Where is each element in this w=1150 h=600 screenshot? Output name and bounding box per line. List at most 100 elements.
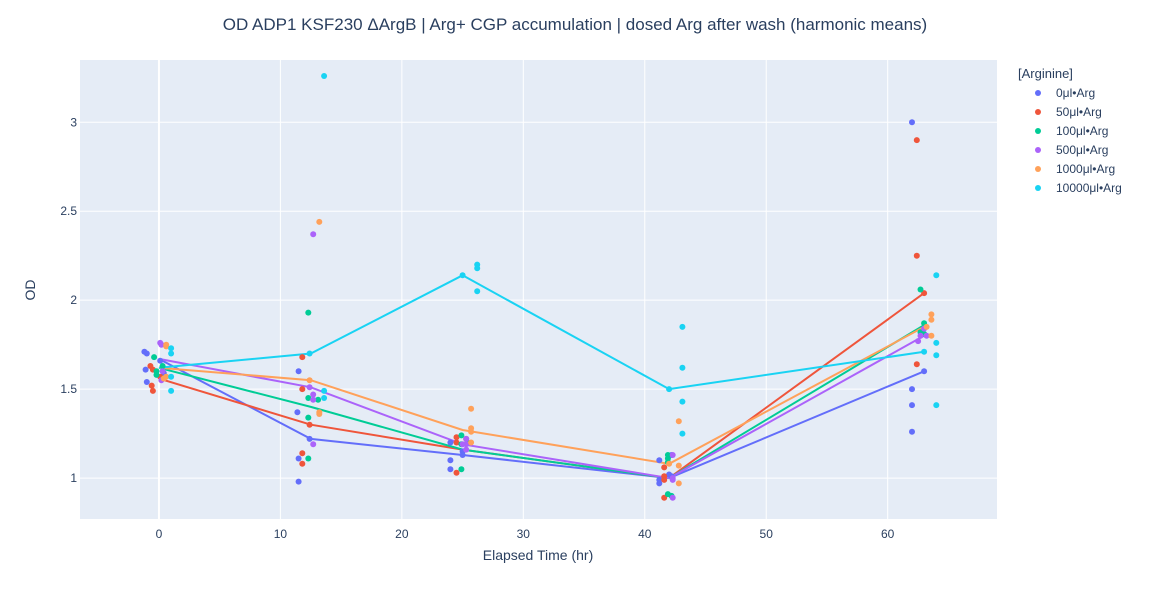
- data-point: [666, 460, 673, 467]
- data-point: [168, 350, 175, 357]
- data-point: [168, 373, 175, 380]
- data-point: [447, 439, 454, 446]
- data-point: [921, 348, 928, 355]
- data-point: [928, 311, 935, 318]
- data-point: [661, 464, 668, 471]
- data-point: [148, 382, 155, 389]
- x-tick-label: 0: [156, 527, 163, 541]
- data-point: [158, 341, 165, 348]
- legend-marker: [1035, 109, 1041, 115]
- data-point: [143, 379, 150, 385]
- data-point: [295, 478, 302, 485]
- x-axis-title: Elapsed Time (hr): [483, 547, 593, 563]
- data-point: [661, 494, 668, 501]
- data-point: [669, 476, 676, 483]
- data-point: [321, 395, 328, 401]
- data-point: [459, 452, 466, 458]
- data-point: [661, 476, 668, 483]
- data-point: [675, 462, 682, 469]
- data-point: [917, 332, 924, 339]
- data-point: [299, 450, 306, 457]
- legend-entry: 1000μl•Arg: [1056, 162, 1115, 176]
- data-point: [310, 391, 317, 398]
- data-point: [675, 480, 682, 487]
- data-point: [474, 288, 481, 295]
- data-point: [669, 494, 676, 501]
- data-point: [163, 343, 170, 350]
- data-point: [310, 441, 317, 448]
- legend-entry: 50μl•Arg: [1056, 105, 1102, 119]
- series-points: [141, 73, 940, 501]
- data-point: [679, 398, 686, 405]
- legend: [Arginine] 0μl•Arg 50μl•Arg 100μl•Arg 500μl…: [1018, 66, 1122, 195]
- data-point: [675, 418, 682, 425]
- x-tick-label: 50: [760, 527, 774, 541]
- data-point: [149, 387, 156, 394]
- data-point: [923, 323, 930, 330]
- data-point: [295, 455, 302, 462]
- data-point: [447, 457, 454, 464]
- y-axis-title: OD: [22, 280, 38, 301]
- data-point: [294, 409, 301, 416]
- data-point: [295, 368, 302, 375]
- data-point: [933, 402, 940, 409]
- data-point: [468, 428, 475, 435]
- data-point: [666, 386, 673, 393]
- y-axis-ticks: 1 1.5 2 2.5 3: [60, 115, 77, 485]
- legend-entry: 10000μl•Arg: [1056, 181, 1122, 195]
- data-point: [458, 466, 465, 473]
- data-point: [159, 363, 166, 369]
- x-tick-label: 20: [395, 527, 409, 541]
- data-point: [160, 375, 167, 382]
- data-point: [915, 338, 922, 345]
- data-point: [909, 428, 915, 435]
- x-tick-label: 40: [638, 527, 652, 541]
- legend-entry: 0μl•Arg: [1056, 86, 1095, 100]
- data-point: [463, 446, 470, 453]
- data-point: [474, 265, 481, 272]
- data-point: [310, 231, 317, 238]
- data-point: [321, 387, 328, 394]
- data-point: [458, 432, 465, 439]
- chart-title: OD ADP1 KSF230 ΔArgB | Arg+ CGP accumula…: [223, 15, 927, 34]
- data-point: [316, 218, 323, 225]
- data-point: [299, 386, 306, 393]
- y-tick-label: 1.5: [60, 382, 77, 396]
- data-point: [679, 364, 686, 371]
- data-point: [453, 469, 460, 476]
- series-line: [158, 326, 925, 465]
- y-tick-label: 2.5: [60, 204, 77, 218]
- data-point: [909, 402, 915, 409]
- data-point: [933, 339, 940, 346]
- data-point: [928, 332, 935, 339]
- data-point: [305, 414, 312, 421]
- data-point: [913, 361, 920, 368]
- data-point: [928, 316, 935, 323]
- y-tick-label: 2: [70, 293, 77, 307]
- data-point: [921, 368, 928, 375]
- data-point: [909, 119, 915, 126]
- data-point: [917, 286, 924, 293]
- data-point: [933, 272, 940, 279]
- data-point: [306, 435, 313, 442]
- data-point: [463, 435, 470, 442]
- y-tick-label: 3: [70, 115, 77, 129]
- data-point: [168, 387, 175, 394]
- data-point: [453, 434, 460, 441]
- data-point: [142, 366, 149, 373]
- x-tick-label: 30: [517, 527, 531, 541]
- legend-entry: 500μl•Arg: [1056, 143, 1108, 157]
- data-point: [453, 439, 460, 446]
- data-point: [447, 466, 454, 473]
- data-point: [306, 350, 313, 357]
- data-point: [909, 386, 915, 393]
- legend-title: [Arginine]: [1018, 66, 1073, 81]
- data-point: [459, 441, 466, 448]
- data-point: [151, 354, 158, 361]
- grid: [80, 60, 997, 519]
- data-point: [305, 395, 312, 401]
- data-point: [310, 396, 317, 403]
- data-point: [305, 455, 312, 462]
- data-point: [315, 396, 322, 403]
